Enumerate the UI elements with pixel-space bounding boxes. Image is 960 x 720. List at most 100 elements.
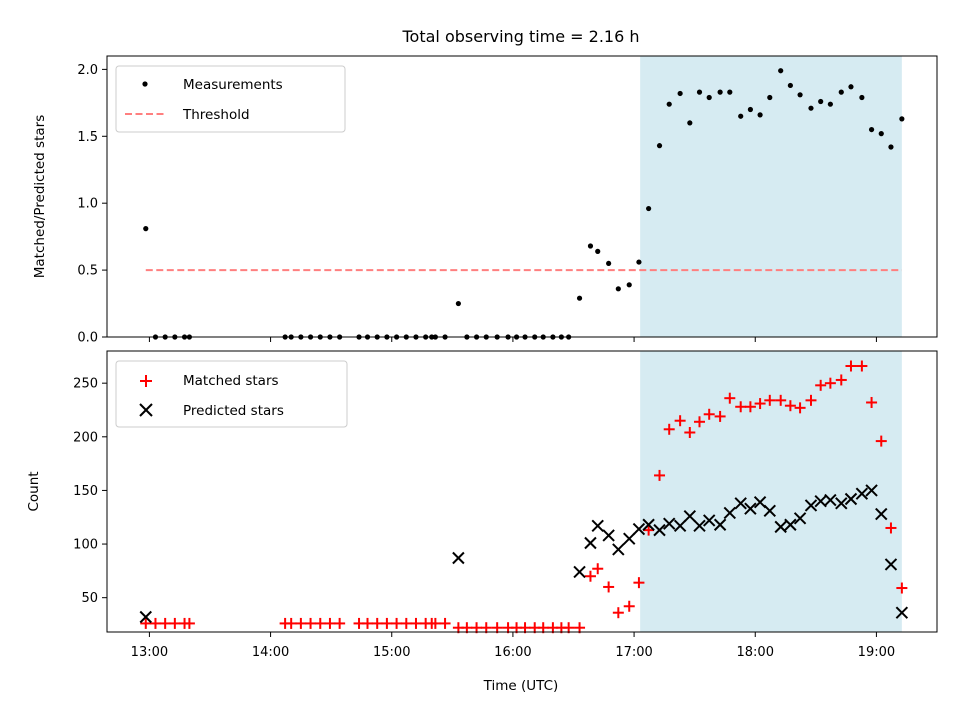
measurement-point <box>899 116 905 122</box>
matched-stars-point <box>654 469 666 481</box>
predicted-stars-point <box>744 502 757 515</box>
x-tick-label: 13:00 <box>131 645 168 660</box>
measurement-point <box>636 259 642 265</box>
x-tick-label: 14:00 <box>252 645 289 660</box>
counts-panel-frame <box>106 350 938 633</box>
matched-stars-point <box>563 622 575 634</box>
predicted-stars-point <box>623 532 636 545</box>
predicted-stars-point <box>793 512 807 525</box>
ratio-legend: Measurements Threshold <box>115 65 346 133</box>
predicted-stars-point <box>784 518 797 531</box>
predicted-stars-point <box>884 558 898 571</box>
matched-stars-point <box>603 581 615 593</box>
matched-stars-point <box>537 622 549 634</box>
ratio-panel-frame <box>106 55 938 338</box>
matched-stars-point <box>835 374 847 386</box>
y-tick-label: 150 <box>73 484 98 499</box>
counts-y-axis-label: Count <box>26 471 42 511</box>
matched-stars-point <box>159 617 171 629</box>
matched-stars-point <box>875 435 887 447</box>
predicted-stars-point <box>723 506 737 520</box>
matched-stars-point <box>794 402 806 414</box>
matched-stars-point <box>574 622 586 634</box>
x-tick-label: 15:00 <box>373 645 410 660</box>
y-tick-label: 100 <box>73 538 98 553</box>
predicted-stars-point <box>673 519 687 533</box>
predicted-stars-point <box>824 493 837 507</box>
legend-predicted-label: Predicted stars <box>183 403 284 419</box>
matched-stars-point <box>845 360 857 372</box>
predicted-stars-point <box>584 536 597 550</box>
predicted-stars-point <box>895 606 909 619</box>
measurement-point <box>738 113 744 119</box>
predicted-stars-point <box>763 504 776 518</box>
measurement-point <box>606 260 612 267</box>
measurement-point <box>757 112 763 118</box>
measurement-point <box>859 94 865 101</box>
measurement-point <box>587 243 594 249</box>
matched-stars-point <box>429 617 441 629</box>
matched-stars-point <box>866 396 878 408</box>
matched-stars-point <box>149 617 161 629</box>
predicted-stars-point <box>632 522 646 536</box>
measurement-point <box>878 131 884 137</box>
matched-stars-point <box>724 392 736 404</box>
matched-stars-point <box>896 582 908 594</box>
measurement-point <box>838 89 844 95</box>
matched-stars-point <box>140 617 152 629</box>
predicted-stars-point <box>844 492 858 506</box>
predicted-stars-point <box>573 565 586 579</box>
matched-stars-point <box>684 427 696 439</box>
y-tick-label: 200 <box>73 430 98 445</box>
predicted-stars-point <box>602 529 615 542</box>
predicted-stars-point <box>804 499 818 512</box>
matched-stars-point <box>775 394 787 406</box>
measurement-point <box>797 92 803 98</box>
matched-stars-point <box>824 377 836 389</box>
matched-stars-point <box>633 577 645 589</box>
legend-matched-marker <box>140 375 152 387</box>
measurement-point <box>706 94 712 101</box>
matched-stars-point <box>735 401 747 413</box>
legend-measurements-label: Measurements <box>183 77 283 93</box>
matched-stars-point <box>334 617 346 629</box>
x-tick-label: 16:00 <box>494 645 531 660</box>
matched-stars-point <box>324 617 336 629</box>
measurement-point <box>888 144 894 150</box>
matched-stars-point <box>623 600 635 612</box>
matched-stars-point <box>674 415 686 427</box>
legend-threshold-label: Threshold <box>182 107 250 123</box>
predicted-stars-point <box>663 517 676 530</box>
predicted-stars-point <box>835 497 848 510</box>
ratio-panel: 0.00.51.01.52.0 Matched/Predicted stars … <box>32 55 938 346</box>
y-tick-label: 0.0 <box>77 331 98 346</box>
predicted-stars-point <box>653 523 666 537</box>
predicted-stars-point <box>865 484 878 497</box>
predicted-stars-point <box>774 520 787 534</box>
matched-stars-point <box>400 617 412 629</box>
matched-stars-point <box>439 617 451 629</box>
measurement-point <box>687 120 693 126</box>
y-tick-label: 250 <box>73 377 98 392</box>
matched-stars-point <box>714 410 726 422</box>
matched-stars-point <box>584 570 596 582</box>
matched-stars-point <box>612 607 624 619</box>
predicted-stars-point <box>875 507 888 521</box>
matched-stars-point <box>305 617 317 629</box>
x-axis-label: Time (UTC) <box>483 678 559 694</box>
measurement-point <box>747 106 754 113</box>
legend-matched-label: Matched stars <box>183 373 279 389</box>
legend-measurements-marker <box>142 81 148 87</box>
counts-panel: 50 100 150 200 250 13:00 14:00 15:00 16:00 17:00… <box>26 350 938 694</box>
predicted-stars-point <box>683 509 697 523</box>
predicted-stars-point <box>612 543 625 556</box>
matched-stars-point <box>285 617 297 629</box>
matched-stars-point <box>491 622 503 634</box>
matched-stars-point <box>805 394 817 406</box>
measurement-point <box>778 68 784 74</box>
measurement-point <box>696 89 703 95</box>
predicted-stars-point <box>452 551 465 565</box>
y-tick-label: 1.5 <box>77 130 98 145</box>
measurement-point <box>656 143 663 149</box>
